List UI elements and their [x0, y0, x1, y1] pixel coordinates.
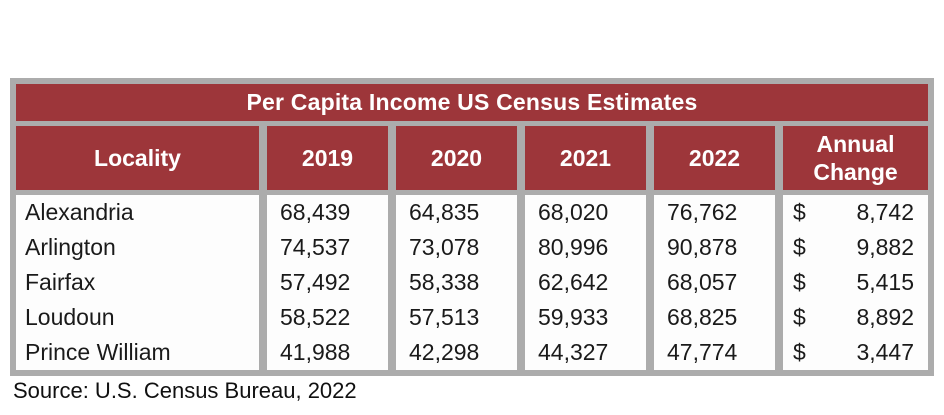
cell-2022: 68,057 — [667, 269, 738, 295]
cell-2019: 74,537 — [280, 234, 351, 260]
cell-2020: 57,513 — [409, 304, 480, 330]
header-annual-change-line2: Change — [813, 159, 898, 185]
cell-locality: Loudoun — [25, 304, 115, 330]
header-2022: 2022 — [654, 126, 775, 190]
dollar-sign: $ — [793, 304, 806, 330]
dollar-sign: $ — [793, 269, 806, 295]
cell-2020: 64,835 — [409, 199, 480, 225]
cell-locality: Fairfax — [25, 269, 96, 295]
cell-annual-change: $ 8,742 — [783, 195, 928, 230]
cell-annual-change: $ 8,892 — [783, 300, 928, 335]
cell-annual-change: $ 5,415 — [783, 265, 928, 300]
cell-2022: 47,774 — [667, 339, 738, 365]
dollar-sign: $ — [793, 199, 806, 225]
header-2019: 2019 — [267, 126, 388, 190]
header-2021: 2021 — [525, 126, 646, 190]
cell-locality: Alexandria — [25, 199, 134, 225]
header-locality: Locality — [16, 126, 259, 190]
dollar-sign: $ — [793, 339, 806, 365]
column-2021: 68,020 80,996 62,642 59,933 44,327 — [525, 195, 646, 370]
table-header-row: Locality 2019 2020 2021 2022 Annual Chan… — [16, 126, 928, 190]
cell-2021: 68,020 — [538, 199, 609, 225]
annual-change-value: 8,892 — [856, 304, 914, 330]
cell-locality: Arlington — [25, 234, 116, 260]
cell-2019: 41,988 — [280, 339, 351, 365]
cell-annual-change: $ 9,882 — [783, 230, 928, 265]
annual-change-value: 5,415 — [856, 269, 914, 295]
header-annual-change: Annual Change — [783, 126, 928, 190]
cell-2022: 68,825 — [667, 304, 738, 330]
column-2020: 64,835 73,078 58,338 57,513 42,298 — [396, 195, 517, 370]
cell-2020: 58,338 — [409, 269, 480, 295]
cell-2020: 42,298 — [409, 339, 480, 365]
income-table: Per Capita Income US Census Estimates Lo… — [10, 78, 934, 376]
annual-change-value: 9,882 — [856, 234, 914, 260]
dollar-sign: $ — [793, 234, 806, 260]
cell-2022: 76,762 — [667, 199, 738, 225]
header-2020: 2020 — [396, 126, 517, 190]
cell-2021: 80,996 — [538, 234, 609, 260]
column-2019: 68,439 74,537 57,492 58,522 41,988 — [267, 195, 388, 370]
source-caption: Source: U.S. Census Bureau, 2022 — [13, 378, 357, 403]
header-annual-change-line1: Annual — [816, 131, 895, 157]
table-title: Per Capita Income US Census Estimates — [16, 84, 928, 121]
column-locality: Alexandria Arlington Fairfax Loudoun Pri… — [16, 195, 259, 370]
cell-2020: 73,078 — [409, 234, 480, 260]
column-2022: 76,762 90,878 68,057 68,825 47,774 — [654, 195, 775, 370]
annual-change-value: 3,447 — [856, 339, 914, 365]
cell-2019: 58,522 — [280, 304, 351, 330]
column-annual-change: $ 8,742 $ 9,882 $ 5,415 $ 8,892 $ 3,447 — [783, 195, 928, 370]
cell-2021: 59,933 — [538, 304, 609, 330]
cell-2021: 62,642 — [538, 269, 609, 295]
cell-2022: 90,878 — [667, 234, 738, 260]
cell-2019: 57,492 — [280, 269, 351, 295]
annual-change-value: 8,742 — [856, 199, 914, 225]
cell-2021: 44,327 — [538, 339, 609, 365]
cell-annual-change: $ 3,447 — [783, 335, 928, 370]
cell-2019: 68,439 — [280, 199, 351, 225]
table-body: Alexandria Arlington Fairfax Loudoun Pri… — [16, 195, 928, 370]
cell-locality: Prince William — [25, 339, 171, 365]
